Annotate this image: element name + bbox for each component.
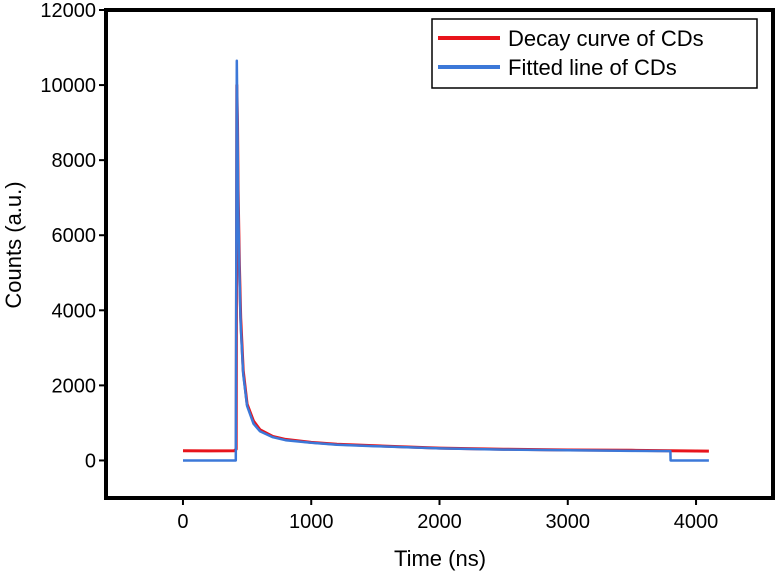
x-axis-title: Time (ns) <box>394 546 486 571</box>
series-line-2 <box>183 59 709 462</box>
legend: Decay curve of CDs Fitted line of CDs <box>431 18 758 89</box>
y-tick-label: 6000 <box>52 225 97 247</box>
y-tick-label: 8000 <box>52 150 97 172</box>
y-tick-label: 4000 <box>52 300 97 322</box>
y-axis-title: Counts (a.u.) <box>1 181 26 308</box>
x-tick-label: 2000 <box>417 511 462 533</box>
x-tick-label: 1000 <box>289 511 334 533</box>
x-tick-label: 4000 <box>674 511 719 533</box>
y-tick-label: 10000 <box>40 75 96 97</box>
axes: 0 1000 2000 3000 4000 0 2000 4000 6000 8000 10000 1… <box>40 0 775 533</box>
legend-label-2: Fitted line of CDs <box>508 55 677 80</box>
y-tick-label: 2000 <box>52 375 97 397</box>
plot-area <box>182 59 709 462</box>
y-tick-label: 12000 <box>40 0 96 22</box>
y-tick-label: 0 <box>85 450 96 472</box>
series-line-1 <box>182 83 709 453</box>
x-tick-label: 0 <box>177 511 188 533</box>
legend-box <box>431 18 758 89</box>
legend-label-1: Decay curve of CDs <box>508 26 704 51</box>
x-tick-label: 3000 <box>546 511 591 533</box>
